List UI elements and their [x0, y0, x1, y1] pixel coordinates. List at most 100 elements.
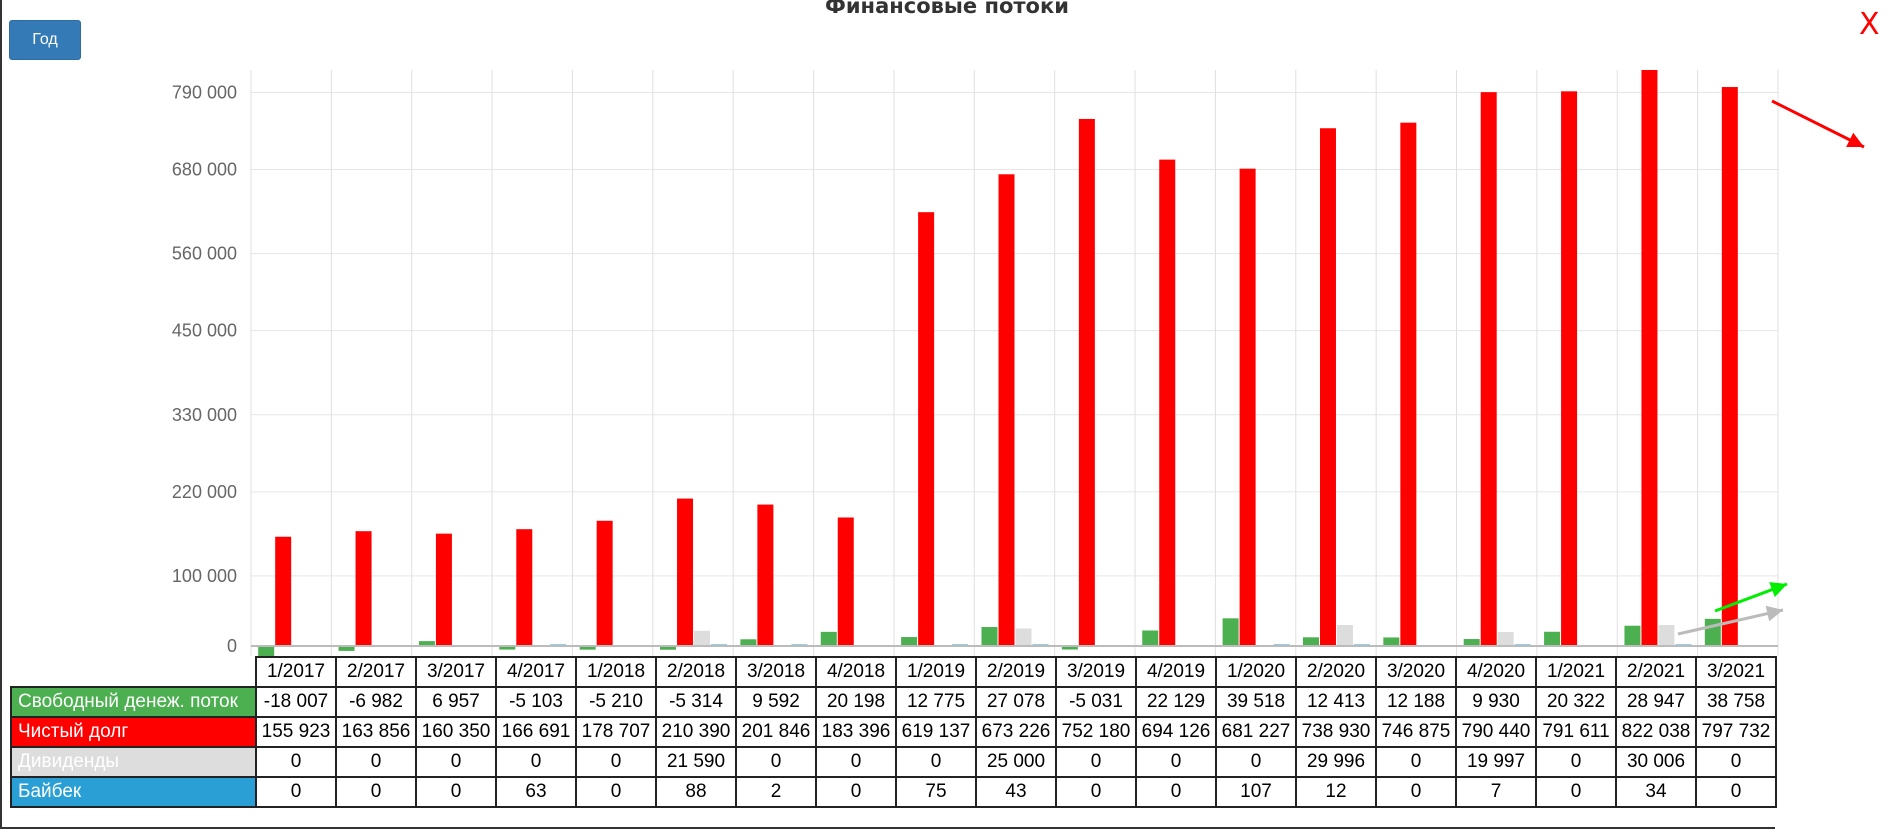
data-label: 0 — [495, 746, 577, 778]
data-label: 27 078 — [975, 686, 1057, 718]
data-label: 9 930 — [1455, 686, 1537, 718]
bar — [918, 212, 935, 646]
series-label: Байбек — [10, 776, 257, 808]
bar — [1624, 625, 1641, 646]
data-label: 0 — [255, 776, 337, 808]
table-header-row: 1/2017 2/2017 3/2017 4/2017 1/2018 2/2018 3/20… — [11, 656, 1777, 688]
x-tick-label: 3/2017 — [415, 656, 497, 688]
bar — [1561, 91, 1578, 646]
data-label: 39 518 — [1215, 686, 1297, 718]
x-tick-label: 2/2020 — [1295, 656, 1377, 688]
data-label: 791 611 — [1535, 716, 1617, 748]
x-tick-label: 1/2020 — [1215, 656, 1297, 688]
data-label: 0 — [1135, 776, 1217, 808]
data-label: 75 — [895, 776, 977, 808]
x-tick-label: 4/2018 — [815, 656, 897, 688]
y-tick-label: 680 000 — [172, 160, 237, 180]
x-tick-label: 3/2021 — [1695, 656, 1777, 688]
data-label: 183 396 — [815, 716, 897, 748]
data-label: 0 — [815, 776, 897, 808]
data-label: 0 — [1695, 746, 1777, 778]
data-label: 34 — [1615, 776, 1697, 808]
data-label: 0 — [1535, 776, 1617, 808]
x-tick-label: 4/2020 — [1455, 656, 1537, 688]
data-label: 0 — [1695, 776, 1777, 808]
x-tick-label: 3/2019 — [1055, 656, 1137, 688]
bar — [1239, 168, 1256, 646]
bar — [355, 531, 372, 646]
data-label: 88 — [655, 776, 737, 808]
year-button[interactable]: Год — [9, 20, 81, 60]
bar — [1641, 70, 1658, 646]
data-label: 7 — [1455, 776, 1537, 808]
data-label: 201 846 — [735, 716, 817, 748]
data-label: 43 — [975, 776, 1057, 808]
bar — [901, 637, 918, 646]
data-label: 22 129 — [1135, 686, 1217, 718]
trend-arrow-head — [1765, 605, 1783, 622]
y-tick-label: 330 000 — [172, 405, 237, 425]
data-label: 738 930 — [1295, 716, 1377, 748]
data-label: 694 126 — [1135, 716, 1217, 748]
bar — [1061, 646, 1078, 650]
data-label: 12 413 — [1295, 686, 1377, 718]
data-label: 0 — [895, 746, 977, 778]
y-tick-label: 560 000 — [172, 244, 237, 264]
data-label: 0 — [575, 746, 657, 778]
y-tick-label: 790 000 — [172, 82, 237, 102]
data-label: 619 137 — [895, 716, 977, 748]
series-label: Свободный денеж. поток — [10, 686, 257, 718]
chart-panel — [0, 0, 1775, 829]
bar — [499, 646, 516, 650]
bar — [740, 639, 757, 646]
bar — [579, 646, 596, 650]
data-label: 160 350 — [415, 716, 497, 748]
series-label: Дивиденды — [10, 746, 257, 778]
data-label: 166 691 — [495, 716, 577, 748]
bar — [1015, 628, 1032, 646]
close-icon[interactable]: X — [1859, 7, 1880, 42]
data-label: 20 322 — [1535, 686, 1617, 718]
x-tick-label: 1/2017 — [255, 656, 337, 688]
data-label: 752 180 — [1055, 716, 1137, 748]
table-row: Свободный денеж. поток -18 007 -6 982 6 957… — [10, 686, 1777, 718]
y-tick-label: 450 000 — [172, 321, 237, 341]
data-label: 0 — [1055, 776, 1137, 808]
data-label: 822 038 — [1615, 716, 1697, 748]
bar — [981, 627, 998, 646]
data-label: 6 957 — [415, 686, 497, 718]
data-label: 0 — [335, 746, 417, 778]
data-label: 21 590 — [655, 746, 737, 778]
bar — [837, 517, 854, 646]
bar — [258, 646, 275, 656]
bar — [677, 498, 694, 646]
table-corner — [11, 657, 257, 688]
bar — [1078, 118, 1095, 646]
bar — [1383, 637, 1400, 646]
bar — [1544, 631, 1561, 646]
bar — [1222, 618, 1239, 646]
data-label: 29 996 — [1295, 746, 1377, 778]
data-label: 0 — [735, 746, 817, 778]
bar — [1658, 624, 1675, 646]
x-tick-label: 4/2017 — [495, 656, 577, 688]
trend-arrow-head — [1846, 132, 1864, 147]
data-label: 0 — [815, 746, 897, 778]
bar — [660, 646, 677, 650]
data-label: 0 — [1375, 776, 1457, 808]
table-row: Чистый долг 155 923 163 856 160 350 166 691 1… — [10, 716, 1777, 748]
data-label: 155 923 — [255, 716, 337, 748]
data-label: -5 314 — [655, 686, 737, 718]
table-row: Дивиденды 0 0 0 0 0 21 590 0 0 0 25 000 0 0 0 29 996 0 1… — [10, 746, 1777, 778]
bar — [1302, 637, 1319, 646]
bar — [516, 529, 533, 646]
x-tick-label: 4/2019 — [1135, 656, 1217, 688]
data-label: -6 982 — [335, 686, 417, 718]
x-tick-label: 2/2017 — [335, 656, 417, 688]
data-label: 681 227 — [1215, 716, 1297, 748]
bar — [1480, 92, 1497, 647]
data-label: 107 — [1215, 776, 1297, 808]
bar — [1142, 630, 1159, 646]
bar — [1159, 159, 1176, 646]
data-table: 1/2017 2/2017 3/2017 4/2017 1/2018 2/2018 3/20… — [10, 656, 1777, 808]
